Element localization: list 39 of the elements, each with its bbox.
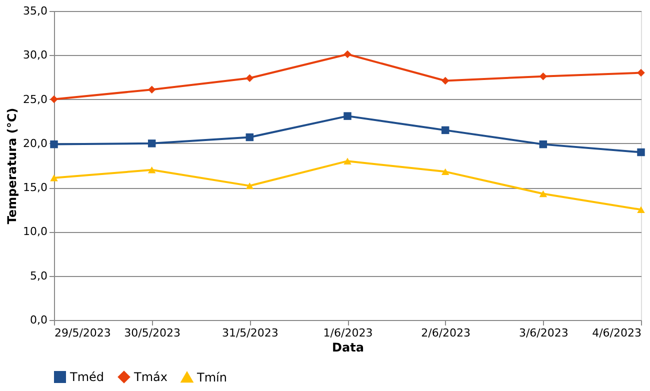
point [246, 182, 254, 190]
y-tick-label: 30,0 [23, 48, 48, 62]
point [344, 158, 352, 164]
x-tick-label: 31/5/2023 [222, 326, 278, 340]
point [246, 74, 254, 82]
x-tick-label: 1/6/2023 [323, 326, 373, 340]
legend-label: Tméd [69, 370, 104, 384]
y-tick-label: 5,0 [30, 269, 48, 282]
point [344, 112, 352, 120]
point [441, 168, 450, 176]
point [50, 174, 58, 182]
x-tick-label: 29/5/2023 [54, 326, 111, 340]
point [539, 140, 548, 148]
point [148, 140, 156, 148]
y-tick-label: 15,0 [23, 181, 48, 194]
point [246, 133, 254, 142]
x-axis-title: Data [332, 340, 364, 354]
y-tick-label: 35,0 [23, 4, 48, 18]
legend-label: Tmín [196, 370, 227, 384]
point [539, 190, 548, 198]
point [344, 50, 352, 58]
x-tick-label: 30/5/2023 [124, 326, 181, 340]
point [637, 148, 645, 156]
point [148, 166, 156, 174]
point [441, 76, 450, 85]
x-tick-label: 2/6/2023 [421, 326, 471, 340]
point [637, 68, 645, 77]
y-axis-title: Temperatura (°C) [5, 108, 20, 224]
y-tick-label: 25,0 [23, 92, 48, 106]
y-tick-label: 0,0 [30, 314, 48, 326]
x-tick-label: 3/6/2023 [518, 326, 568, 340]
y-tick-label: 10,0 [23, 225, 48, 238]
legend-label: Tmáx [133, 370, 168, 384]
y-tick-label: 20,0 [23, 136, 48, 150]
point [148, 86, 156, 94]
point [441, 126, 450, 134]
point [539, 72, 548, 80]
x-tick-label: 4/6/2023 [592, 326, 642, 340]
point [637, 206, 645, 213]
